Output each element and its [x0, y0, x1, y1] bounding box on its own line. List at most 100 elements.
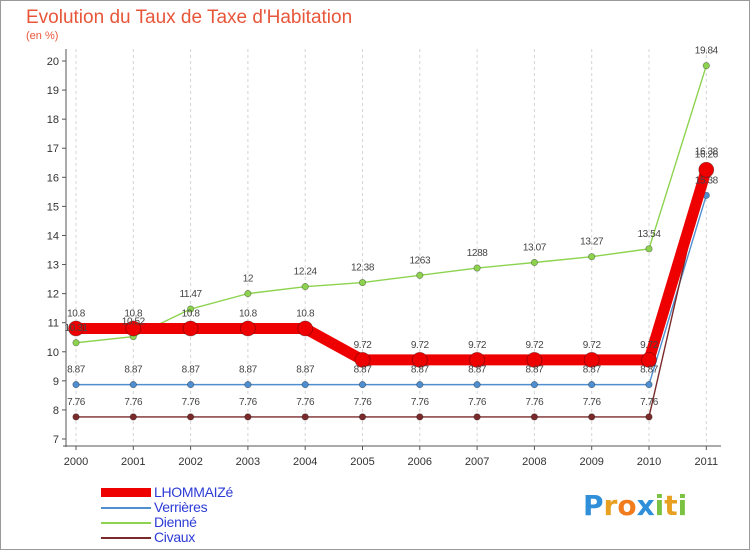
grid-layer — [75, 49, 707, 445]
lhommaize-point — [68, 320, 84, 337]
x-tick-label: 2009 — [579, 456, 603, 468]
logo-letter: x — [636, 489, 655, 522]
lhommaize-data-label: 10.8 — [124, 309, 143, 320]
civaux-data-label: 16.38 — [695, 146, 719, 157]
dienne-point — [416, 271, 424, 279]
y-tick-label: 20 — [47, 56, 59, 68]
dienne-point — [187, 305, 195, 313]
civaux-point — [645, 413, 653, 421]
legend-item: Verrières — [101, 500, 233, 515]
lhommaize-data-label: 16.26 — [695, 150, 719, 161]
civaux-point — [473, 413, 481, 421]
x-tick-label: 2011 — [694, 456, 718, 468]
legend-item: Civaux — [101, 530, 233, 545]
civaux-data-label: 7.76 — [124, 397, 143, 408]
lhommaize-point — [469, 352, 486, 368]
verrieres-data-label: 8.87 — [239, 365, 258, 376]
civaux-data-label: 7.76 — [182, 397, 201, 408]
chart-unit: (en %) — [26, 30, 59, 42]
civaux-point — [72, 413, 80, 421]
civaux-point — [588, 413, 596, 421]
dienne-data-label: 13.54 — [637, 229, 661, 240]
y-tick-label: 7 — [53, 434, 59, 446]
x-tick-label: 2004 — [293, 456, 317, 468]
verrieres-point — [244, 381, 252, 389]
axis-layer: 7 8 9 10 11 12 13 14 15 16 17 18 19 20 2000 2001 2002 200… — [47, 49, 721, 468]
legend-swatch — [101, 536, 151, 539]
civaux-line — [75, 165, 707, 418]
y-tick-label: 10 — [47, 347, 59, 359]
civaux-data-label: 7.76 — [296, 397, 315, 408]
lhommaize-point — [125, 320, 142, 337]
x-tick-label: 2008 — [522, 456, 546, 468]
verrieres-point — [129, 381, 137, 389]
civaux-point — [530, 413, 539, 421]
dienne-data-label: 12.24 — [294, 267, 318, 278]
verrieres-data-label: 8.87 — [354, 365, 373, 376]
verrieres-data-label: 8.87 — [124, 365, 143, 376]
legend-label: Verrières — [154, 499, 208, 515]
lhommaize-point — [583, 352, 600, 368]
dienne-point — [72, 339, 80, 347]
dienne-data-label: 19.84 — [695, 46, 719, 57]
y-tick-label: 8 — [53, 405, 59, 417]
civaux-point — [187, 413, 195, 421]
lhommaize-data-label: 10.8 — [239, 309, 258, 320]
verrieres-point — [301, 381, 309, 389]
legend-swatch — [101, 488, 151, 497]
dienne-data-label: 13.27 — [580, 237, 604, 248]
civaux-point — [129, 413, 137, 421]
lhommaize-data-label: 10.8 — [296, 309, 315, 320]
legend-swatch — [101, 506, 151, 509]
verrieres-point — [358, 381, 367, 389]
dienne-point — [702, 62, 710, 70]
y-tick-label: 9 — [53, 376, 59, 388]
x-tick-label: 2005 — [350, 456, 374, 468]
logo-letter: t — [664, 489, 678, 522]
x-tick-label: 2010 — [637, 456, 661, 468]
verrieres-data-label: 8.87 — [67, 365, 86, 376]
x-tick-label: 2003 — [236, 456, 260, 468]
y-tick-label: 14 — [47, 230, 59, 242]
civaux-point — [244, 413, 252, 421]
verrieres-point — [72, 381, 80, 389]
x-tick-label: 2002 — [178, 456, 202, 468]
dienne-data-label: 12 — [243, 274, 254, 285]
lhommaize-point — [297, 320, 314, 337]
x-tick-label: 2001 — [121, 456, 145, 468]
dienne-point — [645, 245, 653, 253]
civaux-data-label: 7.76 — [640, 397, 659, 408]
legend-label: Civaux — [154, 529, 195, 545]
y-tick-label: 12 — [47, 289, 59, 301]
civaux-point — [301, 413, 309, 421]
dienne-data-label: 10.31 — [64, 323, 88, 334]
lhommaize-data-label: 9.72 — [583, 340, 602, 351]
logo-letter: r — [603, 489, 618, 522]
proxiti-logo: Proxiti — [583, 489, 687, 522]
legend-label: Dienné — [154, 514, 197, 530]
y-tick-label: 17 — [47, 143, 59, 155]
civaux-point — [416, 413, 424, 421]
lhommaize-point — [354, 352, 371, 368]
dienne-data-label: 10.52 — [122, 317, 146, 328]
verrieres-point — [588, 381, 596, 389]
verrieres-data-label: 8.87 — [411, 365, 430, 376]
lhommaize-data-label: 10.8 — [67, 309, 86, 320]
y-tick-label: 18 — [47, 114, 59, 126]
dienne-point — [588, 253, 596, 261]
label-layer: 10.31 10.52 11.47 12 12.24 12.38 1263 1288 13.07… — [64, 46, 719, 408]
dienne-line — [75, 64, 707, 344]
lhommaize-point — [239, 320, 256, 337]
verrieres-point — [645, 381, 653, 389]
series-layer — [68, 62, 715, 421]
legend-swatch — [101, 521, 151, 524]
y-tick-label: 15 — [47, 201, 59, 213]
dienne-data-label: 13.07 — [523, 243, 547, 254]
dienne-data-label: 1263 — [409, 255, 430, 266]
verrieres-line — [75, 194, 707, 386]
civaux-data-label: 7.76 — [583, 397, 602, 408]
legend-item: LHOMMAIZé — [101, 485, 233, 500]
y-tick-label: 11 — [48, 318, 59, 330]
